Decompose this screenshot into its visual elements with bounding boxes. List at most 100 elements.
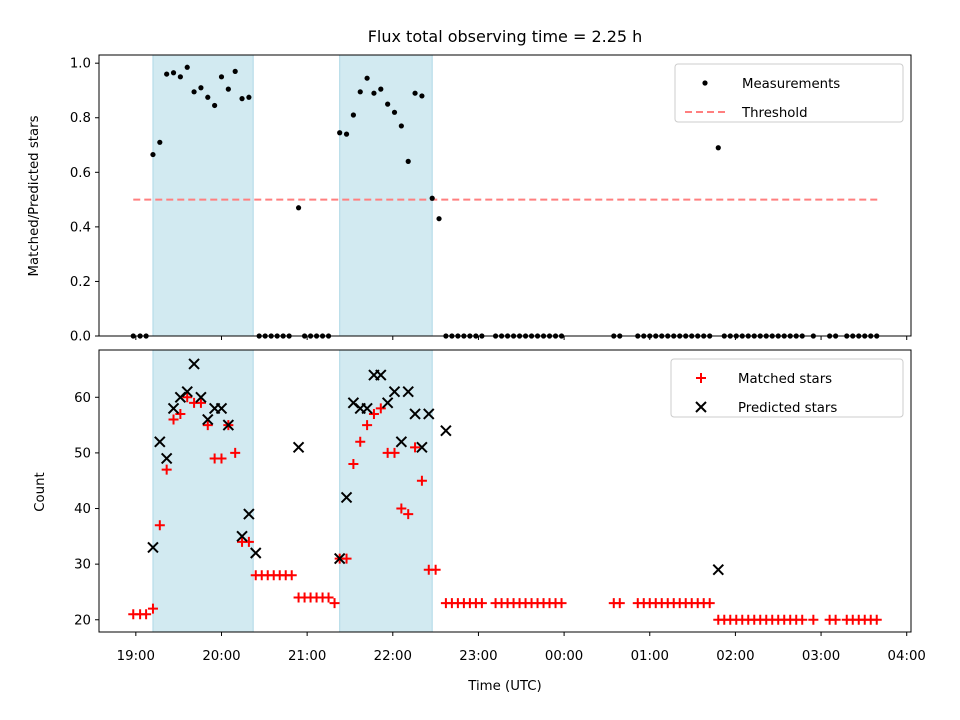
measurements-point [239,96,245,102]
matched-stars-point [216,453,227,464]
predicted-stars-point [292,441,305,454]
measurements-point [429,195,435,201]
measurements-point [419,93,425,99]
matched-stars-point [243,536,254,547]
legend-label: Matched stars [738,372,832,387]
x-tick-label: 22:00 [374,649,412,664]
y-tick-label: 60 [74,391,91,406]
measurements-point [191,89,197,95]
observing-window-band [339,54,433,337]
measurements-point [350,112,356,118]
matched-stars-point [341,553,352,564]
legend-marker [695,401,707,413]
measurements-point [412,90,418,96]
measurements-point [337,130,343,136]
matched-stars-point [808,614,819,625]
matched-stars-point [230,447,241,458]
matched-stars-point [430,564,441,575]
measurements-point [177,74,183,80]
matched-stars-point [556,598,567,609]
predicted-stars-point [381,397,394,409]
legend-label: Threshold [741,106,808,121]
y-tick-label: 0.4 [70,220,91,235]
y-tick-label: 30 [74,558,91,573]
predicted-stars-point [333,552,346,565]
predicted-stars-point [416,441,428,454]
matched-stars-point [416,475,427,486]
matched-stars-point [182,392,193,403]
matched-stars-point [389,447,400,458]
predicted-stars-point [188,358,200,370]
x-tick-label: 20:00 [202,649,240,664]
predicted-stars-point [402,386,414,398]
measurements-point [205,94,211,100]
matched-stars-point [476,598,487,609]
predicted-stars-point [712,563,724,576]
measurements-point [157,139,163,145]
matched-stars-point [871,614,882,625]
plot-frame [98,349,912,633]
matched-stars-point [614,598,625,609]
measurements-point [371,90,377,96]
matched-stars-point [323,592,334,603]
matched-stars-point [154,520,165,531]
measurements-point [436,216,442,222]
measurements-point [405,158,411,164]
matched-stars-point [141,609,152,620]
legend: Measurements Threshold [674,63,904,123]
predicted-stars-point [361,402,373,415]
legend-label: Predicted stars [738,401,837,416]
chart-title: Flux total observing time = 2.25 h [368,27,643,46]
matched-stars-point [161,464,172,475]
measurements-point [398,123,404,129]
x-tick-label: 19:00 [117,649,155,664]
x-tick-label: 04:00 [888,649,926,664]
predicted-stars-point [409,408,421,420]
matched-stars-point [375,403,386,414]
measurements-point [357,89,363,95]
legend: Matched stars Predicted stars [670,358,904,418]
matched-stars-point [168,414,179,425]
predicted-stars-point [160,452,173,465]
count-panel: 20 30 40 50 60 19:00 20:00 21:00 22:00 23:00 00:00… [74,349,926,664]
matched-stars-point [797,614,808,625]
legend-label: Measurements [742,77,840,92]
matched-stars-point [396,503,407,514]
predicted-stars-point [388,386,401,398]
predicted-stars-point [243,508,255,520]
predicted-stars-point [167,402,180,415]
measurements-point [246,94,252,100]
observing-window-band [152,349,254,633]
measurements-point [378,86,384,92]
x-axis-label: Time (UTC) [467,679,542,694]
matched-stars-point [329,598,340,609]
x-tick-label: 21:00 [288,649,326,664]
predicted-stars-point [154,436,166,448]
predicted-stars-point [250,547,262,559]
predicted-stars-point [340,491,353,504]
y-tick-label: 20 [74,613,91,628]
x-tick-label: 00:00 [545,649,583,664]
y-tick-label: 50 [74,446,91,461]
observing-window-band [339,349,433,633]
predicted-stars-point [395,436,408,448]
matched-stars-point [355,436,366,447]
matched-stars-point [704,598,715,609]
count-y-axis-label: Count [33,472,48,512]
measurements-point [295,205,302,211]
ratio-y-axis-label: Matched/Predicted stars [27,115,42,276]
measurements-point [164,71,170,77]
predicted-stars-point [222,419,235,431]
y-tick-label: 0.6 [70,166,91,181]
measurements-point [343,131,350,137]
matched-stars-point [202,420,213,431]
matched-stars-point [368,408,379,419]
y-tick-label: 0.8 [70,111,91,126]
ratio-panel: 0.0 0.2 0.4 0.6 0.8 1.0 Measurements Threshold [70,54,912,345]
predicted-stars-point [195,391,207,403]
matched-stars-point [286,570,297,581]
predicted-stars-point [215,402,228,415]
y-tick-label: 0.0 [70,330,91,345]
x-tick-label: 02:00 [716,649,754,664]
